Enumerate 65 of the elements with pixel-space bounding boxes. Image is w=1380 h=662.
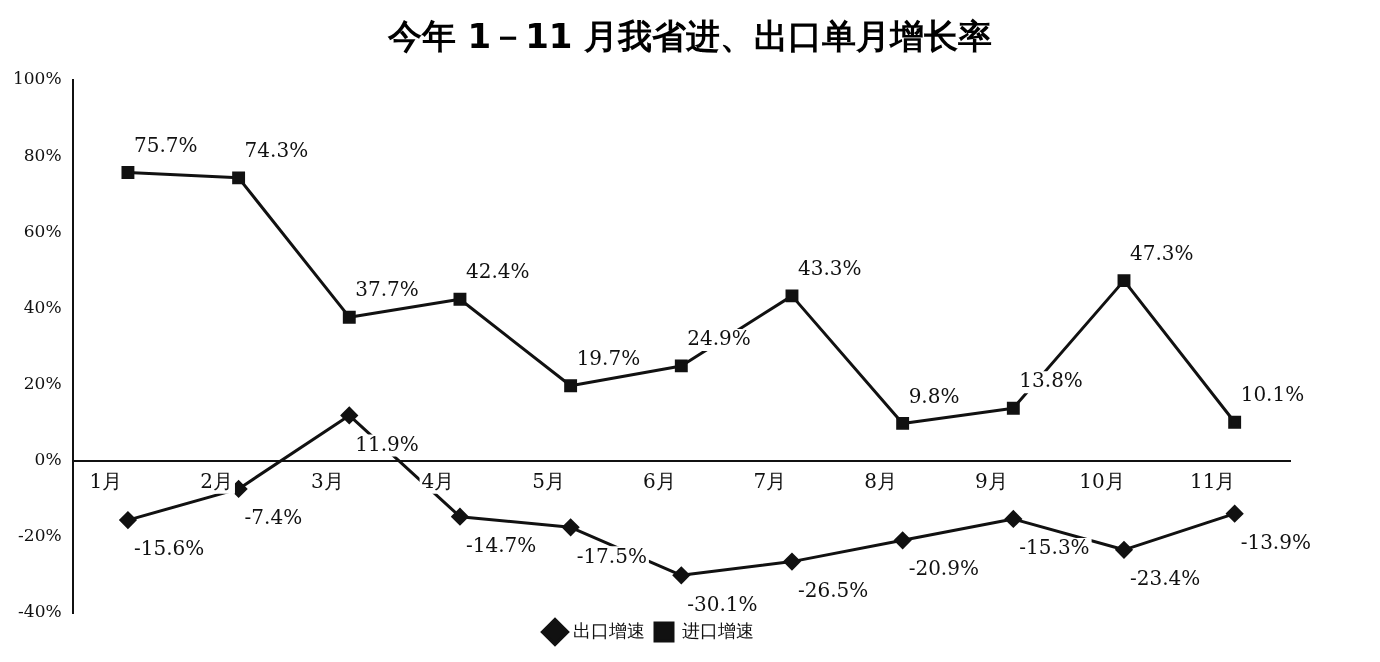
- x-tick-label: 6月: [642, 468, 676, 493]
- data-label: 19.7%: [576, 345, 641, 370]
- data-label: 13.8%: [1019, 368, 1083, 393]
- data-label: -13.9%: [1240, 529, 1311, 554]
- x-tick-label: 1月: [89, 468, 123, 493]
- x-tick-label: 10月: [1079, 468, 1125, 493]
- data-label: 43.3%: [797, 256, 862, 281]
- data-label: -7.4%: [244, 505, 303, 530]
- x-tick-label: 4月: [421, 468, 455, 493]
- legend-label: 出口增速: [573, 620, 645, 641]
- point: [672, 566, 690, 584]
- point: [894, 531, 912, 549]
- point: [674, 359, 688, 373]
- point: [121, 166, 135, 179]
- data-label: 11.9%: [355, 431, 419, 456]
- data-label: 37.7%: [355, 277, 419, 302]
- y-tick-label: -40%: [18, 601, 62, 622]
- point: [1006, 401, 1020, 415]
- y-tick-label: 60%: [23, 220, 62, 241]
- x-tick-label: 3月: [310, 468, 344, 493]
- point: [340, 406, 358, 424]
- x-tick-label: 5月: [532, 468, 565, 493]
- y-tick-label: -20%: [18, 525, 62, 546]
- data-label: -23.4%: [1129, 566, 1201, 590]
- point: [1004, 510, 1022, 528]
- data-label: 24.9%: [687, 326, 751, 351]
- data-label: 42.4%: [465, 259, 530, 284]
- point: [562, 518, 580, 536]
- data-label: -17.5%: [576, 543, 647, 568]
- y-tick-label: 100%: [12, 68, 62, 89]
- legend-label: 进口增速: [682, 620, 754, 641]
- data-label: -20.9%: [908, 556, 979, 581]
- y-tick-label: 80%: [23, 144, 62, 165]
- data-label: 47.3%: [1129, 240, 1194, 265]
- data-label: -14.7%: [465, 532, 537, 557]
- data-label: -15.6%: [133, 536, 205, 561]
- y-tick-label: 40%: [23, 296, 62, 317]
- data-label: -15.3%: [1019, 535, 1090, 560]
- point: [896, 416, 910, 430]
- chart-title: 今年 1－11 月我省进、出口单月增长率: [386, 15, 994, 58]
- x-tick-label: 11月: [1189, 468, 1236, 493]
- point: [1226, 505, 1244, 523]
- y-tick-label: 0%: [34, 449, 62, 470]
- point: [232, 171, 246, 185]
- point: [1115, 541, 1133, 559]
- point: [119, 511, 137, 529]
- point: [1228, 415, 1242, 429]
- data-label: -30.1%: [687, 591, 758, 616]
- point: [564, 379, 578, 393]
- x-tick-label: 9月: [974, 468, 1008, 493]
- data-label: -26.5%: [797, 577, 869, 602]
- point: [342, 310, 356, 324]
- x-tick-label: 7月: [753, 468, 787, 493]
- x-tick-label: 8月: [864, 468, 898, 493]
- y-tick-label: 20%: [23, 372, 62, 393]
- data-label: 74.3%: [244, 138, 309, 163]
- point: [453, 292, 467, 306]
- point: [783, 553, 801, 571]
- point: [785, 289, 799, 303]
- data-label: 9.8%: [908, 383, 960, 408]
- point: [451, 508, 469, 526]
- data-label: 10.1%: [1240, 382, 1305, 407]
- x-tick-label: 2月: [200, 468, 233, 493]
- point: [1117, 274, 1131, 288]
- data-label: 75.7%: [133, 132, 198, 157]
